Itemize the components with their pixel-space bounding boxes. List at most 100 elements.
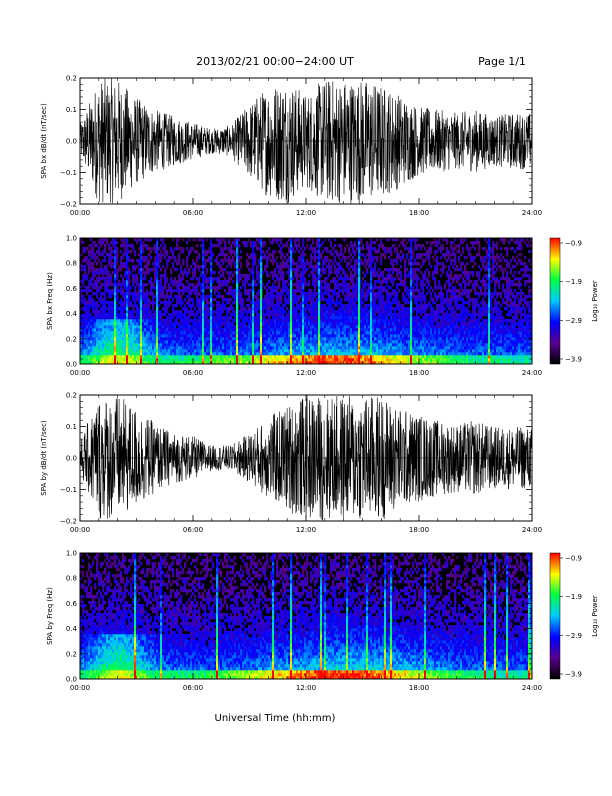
spectrogram-cell (214, 331, 216, 334)
spectrogram-cell (122, 319, 124, 322)
spectrogram-cell (146, 319, 148, 322)
spectrogram-cell (246, 331, 248, 334)
spectrogram-cell (240, 292, 242, 295)
spectrogram-cell (298, 355, 300, 358)
spectrogram-cell (356, 319, 358, 322)
spectrogram-cell (110, 349, 112, 352)
spectrogram-cell (118, 307, 120, 310)
spectrogram-cell (90, 343, 92, 346)
spectrogram-cell (356, 292, 358, 295)
spectrogram-cell (264, 340, 266, 343)
spectrogram-cell (156, 241, 158, 244)
spectrogram-cell (218, 337, 220, 340)
spectrogram-cell (308, 280, 310, 283)
spectrogram-cell (138, 268, 140, 271)
spectrogram-cell (304, 307, 306, 310)
spectrogram-cell (372, 352, 374, 355)
spectrogram-cell (170, 322, 172, 325)
spectrogram-cell (280, 247, 282, 250)
spectrogram-cell (100, 352, 102, 355)
spectrogram-cell (136, 358, 138, 361)
spectrogram-cell (346, 325, 348, 328)
spectrogram-cell (186, 340, 188, 343)
spectrogram-cell (252, 274, 254, 277)
spectrogram-cell (172, 346, 174, 349)
spectrogram-cell (122, 328, 124, 331)
spectrogram-cell (344, 352, 346, 355)
spectrogram-cell (142, 250, 144, 253)
spectrogram-cell (226, 313, 228, 316)
spectrogram-cell (154, 262, 156, 265)
spectrogram-cell (224, 259, 226, 262)
spectrogram-cell (228, 298, 230, 301)
spectrogram-cell (250, 313, 252, 316)
spectrogram-cell (208, 301, 210, 304)
spectrogram-cell (260, 244, 262, 247)
spectrogram-cell (184, 349, 186, 352)
spectrogram-cell (102, 319, 104, 322)
spectrogram-cell (338, 355, 340, 358)
spectrogram-cell (278, 334, 280, 337)
spectrogram-cell (372, 343, 374, 346)
spectrogram-cell (332, 292, 334, 295)
spectrogram-cell (254, 337, 256, 340)
spectrogram-cell (340, 325, 342, 328)
spectrogram-cell (92, 316, 94, 319)
spectrogram-cell (90, 331, 92, 334)
spectrogram-cell (304, 349, 306, 352)
spectrogram-cell (270, 340, 272, 343)
spectrogram-cell (122, 346, 124, 349)
spectrogram-cell (160, 259, 162, 262)
spectrogram-cell (346, 313, 348, 316)
spectrogram-cell (230, 322, 232, 325)
spectrogram-cell (142, 241, 144, 244)
spectrogram-cell (182, 286, 184, 289)
spectrogram-cell (92, 310, 94, 313)
spectrogram-cell (224, 280, 226, 283)
spectrogram-cell (250, 328, 252, 331)
spectrogram-cell (340, 355, 342, 358)
spectrogram-cell (306, 343, 308, 346)
spectrogram-cell (224, 268, 226, 271)
spectrogram-cell (334, 316, 336, 319)
spectrogram-cell (86, 301, 88, 304)
spectrogram-cell (152, 349, 154, 352)
spectrogram-cell (140, 274, 142, 277)
spectrogram-cell (272, 358, 274, 361)
spectrogram-cell (322, 358, 324, 361)
spectrogram-cell (322, 295, 324, 298)
spectrogram-cell (180, 289, 182, 292)
spectrogram-cell (338, 271, 340, 274)
spectrogram-cell (182, 328, 184, 331)
spectrogram-cell (222, 253, 224, 256)
spectrogram-cell (118, 346, 120, 349)
spectrogram-cell (358, 286, 360, 289)
spectrogram-cell (314, 289, 316, 292)
spectrogram-cell (328, 352, 330, 355)
spectrogram-cell (290, 316, 292, 319)
spectrogram-cell (104, 265, 106, 268)
spectrogram-cell (136, 292, 138, 295)
spectrogram-cell (320, 310, 322, 313)
spectrogram-cell (154, 301, 156, 304)
spectrogram-cell (254, 322, 256, 325)
spectrogram-cell (320, 331, 322, 334)
spectrogram-cell (314, 328, 316, 331)
spectrogram-cell (156, 286, 158, 289)
spectrogram-cell (146, 304, 148, 307)
spectrogram-cell (108, 322, 110, 325)
spectrogram-cell (150, 337, 152, 340)
spectrogram-cell (242, 349, 244, 352)
spectrogram-cell (108, 304, 110, 307)
spectrogram-cell (218, 334, 220, 337)
spectrogram-cell (356, 295, 358, 298)
spectrogram-cell (188, 292, 190, 295)
spectrogram-cell (310, 358, 312, 361)
spectrogram-cell (178, 262, 180, 265)
spectrogram-cell (258, 316, 260, 319)
spectrogram-cell (96, 352, 98, 355)
spectrogram-cell (166, 346, 168, 349)
spectrogram-cell (190, 313, 192, 316)
spectrogram-cell (258, 307, 260, 310)
spectrogram-cell (342, 328, 344, 331)
